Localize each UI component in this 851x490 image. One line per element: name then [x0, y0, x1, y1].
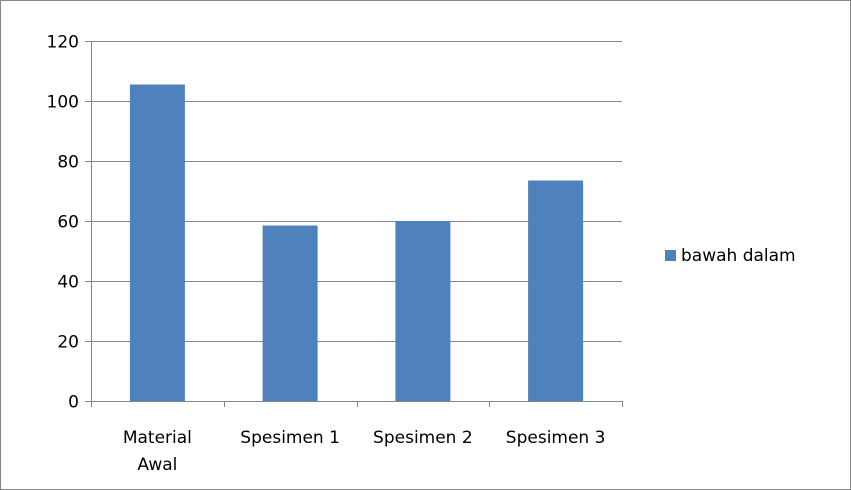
y-tick-label: 60: [57, 213, 79, 233]
x-tick-label: Spesimen 1: [240, 428, 340, 448]
y-tick-label: 80: [57, 153, 79, 173]
bars: [129, 84, 584, 401]
y-tick-label: 120: [47, 33, 79, 53]
legend-label: bawah dalam: [681, 246, 796, 266]
legend-swatch: [665, 250, 676, 261]
y-tick-label: 0: [68, 393, 79, 413]
y-tick-label: 40: [57, 273, 79, 293]
bar: [262, 225, 318, 401]
bar: [129, 84, 185, 401]
y-tick-labels: 0 20 40 60 80 100 120: [47, 33, 79, 413]
bar: [395, 221, 451, 401]
y-tick-label: 100: [47, 93, 79, 113]
axes: [85, 41, 623, 407]
y-tick-label: 20: [57, 333, 79, 353]
x-tick-label: Material Awal: [123, 428, 192, 475]
x-tick-label: Spesimen 2: [373, 428, 473, 448]
x-tick-labels: Material Awal Spesimen 1 Spesimen 2 Spesimen…: [123, 428, 606, 475]
x-tick-label: Spesimen 3: [506, 428, 606, 448]
legend: bawah dalam: [665, 246, 796, 266]
bar: [528, 180, 584, 401]
